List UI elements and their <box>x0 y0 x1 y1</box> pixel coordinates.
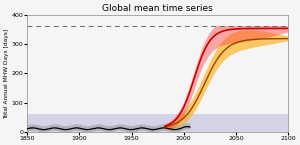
Title: Global mean time series: Global mean time series <box>102 4 213 13</box>
Y-axis label: Total Annual MHW Days [days]: Total Annual MHW Days [days] <box>4 28 9 119</box>
